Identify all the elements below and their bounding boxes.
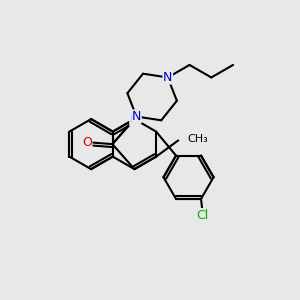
- Text: N: N: [130, 112, 139, 126]
- Text: Cl: Cl: [196, 208, 208, 222]
- Text: O: O: [82, 136, 92, 149]
- Text: N: N: [132, 110, 141, 123]
- Text: N: N: [163, 71, 172, 84]
- Text: CH₃: CH₃: [187, 134, 208, 144]
